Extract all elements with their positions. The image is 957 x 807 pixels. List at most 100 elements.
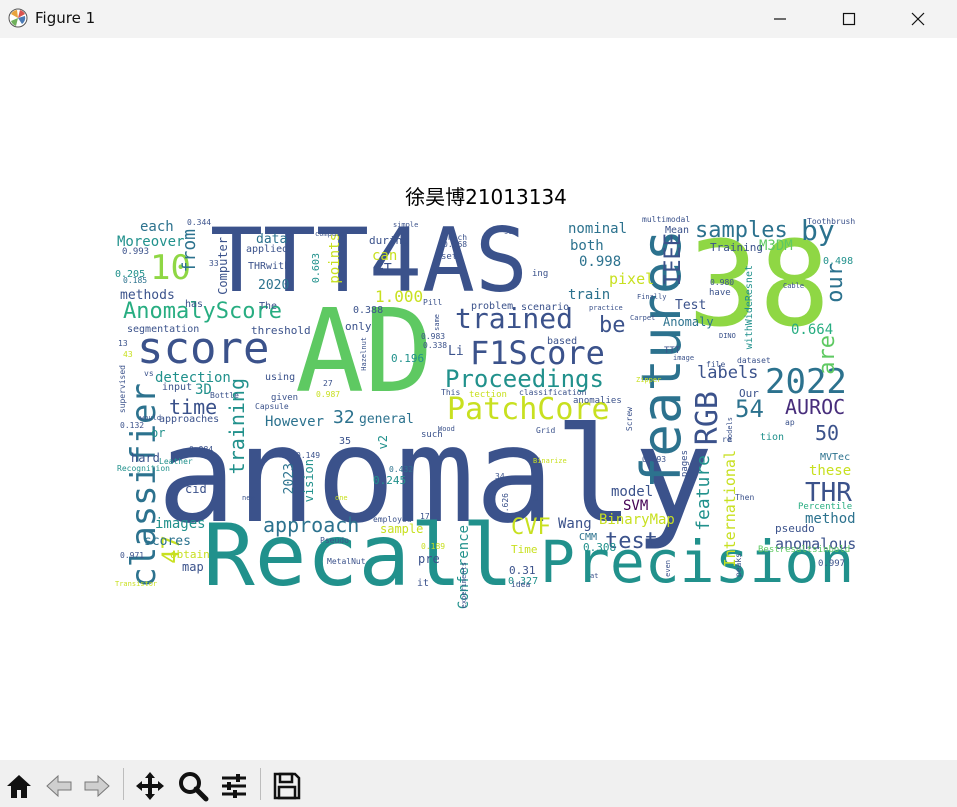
wordcloud-word: MetalNut xyxy=(327,557,366,566)
wordcloud-word: even xyxy=(664,560,672,577)
wordcloud-word: Recognition xyxy=(117,464,170,473)
pan-button[interactable] xyxy=(133,769,167,803)
wordcloud-word: Capsule xyxy=(255,402,289,411)
wordcloud-word: Our xyxy=(739,387,759,400)
wordcloud-word: 0.388 xyxy=(353,305,384,316)
wordcloud-word: segmentation xyxy=(127,324,200,335)
wordcloud-word: 0.626 xyxy=(501,493,510,518)
wordcloud-word: trained xyxy=(455,302,574,335)
wordcloud-word: Pill xyxy=(423,298,443,307)
wordcloud-word: general xyxy=(359,412,414,427)
wordcloud-word: 0.185 xyxy=(123,276,148,285)
close-button[interactable] xyxy=(895,0,941,38)
wordcloud-word: scenario xyxy=(521,302,570,313)
wordcloud-word: which xyxy=(443,233,468,242)
wordcloud-word: dataset xyxy=(737,356,771,365)
wordcloud-word: or xyxy=(151,426,166,440)
wordcloud-word: 54 xyxy=(735,395,764,423)
wordcloud-word: peaks xyxy=(734,553,743,578)
wordcloud-word: supervised xyxy=(118,365,127,414)
wordcloud-word: new xyxy=(242,494,255,502)
wordcloud-word: cid xyxy=(185,482,207,496)
wordcloud-word: 0.132 xyxy=(120,421,145,430)
wordcloud-word: Li xyxy=(448,344,464,359)
wordcloud-word: 0.980 xyxy=(710,278,735,287)
wordcloud-word: Mean xyxy=(665,225,690,236)
wordcloud-word: GT xyxy=(376,262,392,277)
wordcloud-word: pixel xyxy=(609,270,655,288)
wordcloud-word: anomaly xyxy=(157,399,714,553)
wordcloud-word: can xyxy=(372,248,398,264)
wordcloud-word: each xyxy=(140,219,174,235)
close-icon xyxy=(911,12,925,26)
wordcloud-word: scores xyxy=(144,534,191,549)
wordcloud-word: same xyxy=(433,314,441,331)
wordcloud-word: 34 xyxy=(495,472,505,481)
wordcloud-word: anomalies xyxy=(573,396,622,406)
wordcloud-word: vs xyxy=(144,369,154,378)
wordcloud-word: such xyxy=(421,430,443,440)
wordcloud-word: withWideResnet xyxy=(744,265,755,350)
wordcloud-word: it xyxy=(417,578,430,589)
wordcloud-word: Cable xyxy=(783,282,805,290)
window-titlebar[interactable]: Figure 1 xyxy=(0,0,957,38)
wordcloud-word: DINO xyxy=(719,332,736,340)
wordcloud-word: Training xyxy=(710,241,763,254)
zoom-button[interactable] xyxy=(176,769,210,803)
wordcloud-word: input xyxy=(162,382,193,393)
wordcloud-word: Percentile xyxy=(798,502,853,512)
wordcloud-word: 0.498 xyxy=(823,256,854,267)
minimize-button[interactable] xyxy=(757,0,803,38)
wordcloud-word: Hazelnut xyxy=(360,337,368,371)
wordcloud-word: 0.189 xyxy=(421,542,446,551)
wordcloud-word: Bestresultsinbold xyxy=(758,545,851,555)
configure-subplots-button[interactable] xyxy=(217,769,251,803)
wordcloud-word: anomalous xyxy=(775,535,857,553)
wordcloud-word: 10 xyxy=(150,248,191,288)
wordcloud-word: feature xyxy=(693,455,714,531)
save-button[interactable] xyxy=(270,769,304,803)
wordcloud-word: approach xyxy=(263,513,360,537)
wordcloud-word: 35 xyxy=(339,436,352,447)
wordcloud-word: Wang xyxy=(558,516,592,532)
wordcloud-word: idea xyxy=(511,580,531,589)
wordcloud-word: our xyxy=(823,263,848,303)
forward-button[interactable] xyxy=(80,769,114,803)
wordcloud-word: be xyxy=(599,313,626,338)
maximize-button[interactable] xyxy=(826,0,872,38)
wordcloud-word: computer xyxy=(315,230,349,238)
wordcloud-word: data xyxy=(256,232,288,247)
wordcloud-word: IEEE xyxy=(661,233,686,286)
wordcloud-word: Finally xyxy=(637,293,667,301)
wordcloud-word: Anomaly xyxy=(663,315,714,329)
wordcloud-word: obtain xyxy=(170,548,210,561)
back-button[interactable] xyxy=(42,769,76,803)
wordcloud-word: images xyxy=(155,516,206,532)
wordcloud-word: Carpet xyxy=(630,314,656,322)
wordcloud-word: 0.344 xyxy=(187,218,212,227)
wordcloud-word: Test xyxy=(675,298,707,313)
wordcloud-word: 0.997 xyxy=(818,559,846,569)
wordcloud-word: threshold xyxy=(251,324,311,337)
wordcloud-word: are xyxy=(815,335,840,375)
wordcloud-word: However xyxy=(265,414,325,430)
toolbar-separator xyxy=(123,768,124,800)
wordcloud-word: CMM xyxy=(579,532,598,543)
wordcloud-word: approaches xyxy=(159,414,220,425)
wordcloud-word: employed xyxy=(373,515,412,524)
wordcloud-word: file xyxy=(706,360,726,369)
wordcloud-word: CVF xyxy=(511,515,551,540)
wordcloud-word: F1Score xyxy=(470,334,605,372)
wordcloud-word: Then xyxy=(735,493,755,502)
save-icon xyxy=(273,772,301,800)
pan-icon xyxy=(136,772,164,800)
wordcloud-word: The xyxy=(259,301,278,312)
wordcloud-word: models xyxy=(726,417,734,443)
wordcloud-word: problem xyxy=(471,301,514,312)
wordcloud-word: 0.31 xyxy=(509,564,536,577)
home-button[interactable] xyxy=(2,769,36,803)
wordcloud-word: Leather xyxy=(159,457,193,466)
wordcloud-word: only xyxy=(345,320,372,333)
wordcloud-word: 0.971 xyxy=(120,551,145,560)
wordcloud-word: re xyxy=(722,435,732,444)
